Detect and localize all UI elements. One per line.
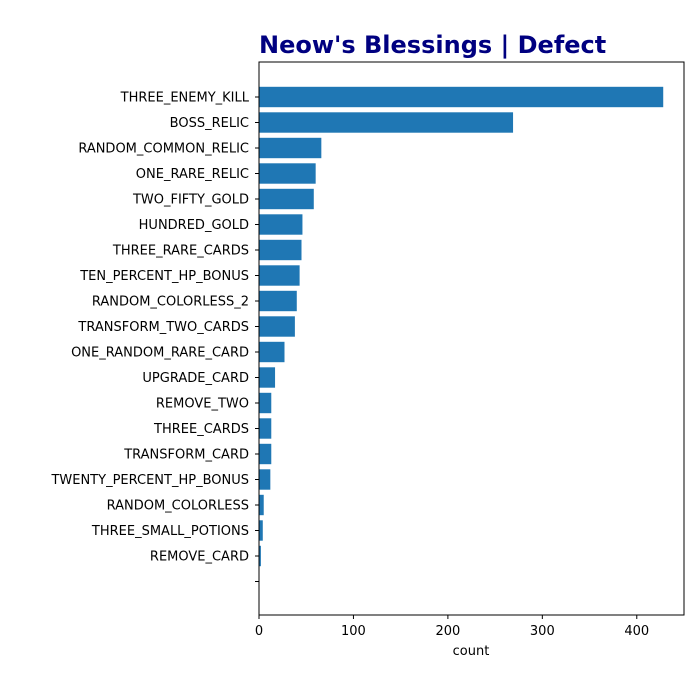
y-tick-label: TWO_FIFTY_GOLD	[132, 193, 249, 208]
y-tick-label: REMOVE_TWO	[156, 397, 249, 412]
x-tick-label: 300	[530, 624, 555, 639]
x-tick-label: 0	[255, 624, 263, 639]
bar	[259, 418, 272, 439]
y-tick-label: TWENTY_PERCENT_HP_BONUS	[50, 473, 249, 488]
bars-layer	[259, 86, 664, 567]
y-tick-label: THREE_ENEMY_KILL	[120, 91, 250, 106]
y-tick-label: THREE_SMALL_POTIONS	[91, 524, 249, 539]
x-tick-label: 200	[435, 624, 460, 639]
y-tick-label: UPGRADE_CARD	[142, 371, 249, 386]
bar	[259, 112, 514, 133]
bar	[259, 367, 276, 388]
y-tick-label: TRANSFORM_TWO_CARDS	[77, 320, 249, 335]
plot-frame	[258, 61, 685, 616]
x-axis: 0 100 200 300 400	[255, 615, 649, 639]
bar	[259, 137, 322, 159]
bar	[259, 163, 316, 184]
bar	[259, 545, 261, 567]
x-axis-label: count	[453, 644, 490, 659]
bar	[259, 469, 271, 490]
x-tick-label: 100	[341, 624, 366, 639]
y-tick-label: ONE_RARE_RELIC	[136, 167, 249, 182]
y-tick-label: RANDOM_COMMON_RELIC	[78, 142, 249, 157]
bar	[259, 341, 285, 363]
y-tick-label: TEN_PERCENT_HP_BONUS	[79, 269, 249, 284]
y-tick-label: ONE_RANDOM_RARE_CARD	[71, 346, 249, 361]
y-tick-label: TRANSFORM_CARD	[123, 448, 249, 463]
bar	[259, 86, 664, 108]
bar	[259, 392, 272, 414]
bar	[259, 316, 295, 337]
bar	[259, 239, 302, 261]
x-tick-label: 400	[624, 624, 649, 639]
y-tick-label: RANDOM_COLORLESS_2	[92, 295, 249, 310]
bar	[259, 443, 272, 465]
y-tick-label: BOSS_RELIC	[170, 116, 249, 131]
bar	[259, 290, 297, 312]
bar	[259, 520, 263, 541]
bar	[259, 494, 264, 516]
y-tick-label: THREE_RARE_CARDS	[112, 244, 249, 259]
y-tick-label: THREE_CARDS	[153, 422, 249, 437]
y-tick-label: HUNDRED_GOLD	[139, 218, 249, 233]
bar	[259, 214, 303, 235]
y-tick-label: RANDOM_COLORLESS	[107, 499, 249, 514]
chart-title: Neow's Blessings | Defect	[259, 31, 606, 59]
bar	[259, 265, 300, 286]
y-axis: THREE_ENEMY_KILL BOSS_RELIC RANDOM_COMMON_…	[50, 91, 259, 582]
bar	[259, 188, 314, 210]
y-tick-label: REMOVE_CARD	[150, 550, 249, 565]
